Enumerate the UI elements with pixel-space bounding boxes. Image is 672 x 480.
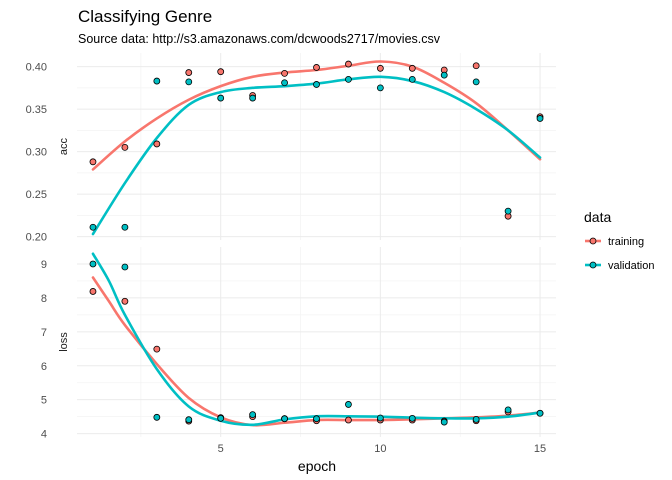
y-tick-label: 9: [41, 259, 47, 271]
point-validation: [345, 75, 352, 83]
facet-label-acc: acc: [58, 137, 70, 155]
legend-label-validation: validation: [608, 260, 654, 272]
x-axis-title: epoch: [298, 458, 336, 474]
facet-label-loss: loss: [58, 332, 70, 352]
point-training: [185, 69, 193, 76]
legend-item-validation: validation: [585, 260, 654, 272]
point-validation: [472, 415, 480, 423]
point-training: [408, 64, 416, 72]
legend-label-training: training: [608, 236, 644, 248]
point-validation: [249, 411, 257, 419]
point-validation: [249, 94, 257, 102]
point-training: [121, 297, 129, 305]
point-validation: [185, 78, 193, 86]
y-tick-label: 0.20: [26, 232, 47, 244]
point-validation: [89, 223, 97, 231]
point-validation: [313, 415, 320, 423]
x-tick-label: 5: [218, 443, 224, 455]
point-training: [153, 140, 161, 148]
point-validation: [440, 71, 448, 79]
point-validation: [217, 94, 225, 102]
chart-title: Classifying Genre: [78, 7, 212, 26]
point-validation: [281, 415, 288, 423]
y-tick-label: 5: [41, 395, 47, 407]
point-training: [281, 70, 288, 77]
point-validation: [121, 263, 129, 271]
point-validation: [376, 414, 384, 422]
point-validation: [408, 414, 416, 422]
x-tick-label: 15: [534, 443, 546, 455]
point-training: [472, 62, 480, 70]
y-tick-label: 4: [41, 429, 47, 441]
smooth-line-training: [91, 276, 542, 427]
point-validation: [89, 260, 97, 268]
smooth-line-validation: [91, 252, 542, 427]
facet-loss: 4 5 6 7 8 9 loss: [41, 247, 556, 441]
point-validation: [281, 79, 288, 87]
chart-subtitle: Source data: http://s3.amazonaws.com/dcw…: [78, 32, 441, 46]
point-training: [345, 60, 352, 68]
legend-point-training: [589, 237, 597, 245]
point-validation: [153, 413, 161, 421]
point-validation: [472, 78, 480, 86]
point-training: [217, 68, 225, 76]
y-tick-label: 7: [41, 327, 47, 339]
point-validation: [376, 84, 384, 92]
y-tick-label: 0.40: [26, 62, 47, 74]
point-validation: [440, 418, 448, 426]
legend: data training validation: [584, 209, 654, 272]
y-tick-label: 8: [41, 293, 47, 305]
legend-title: data: [584, 209, 611, 225]
point-training: [376, 64, 384, 72]
x-tick-label: 10: [374, 443, 386, 455]
point-validation: [536, 115, 544, 122]
y-tick-label: 0.30: [26, 147, 47, 159]
smooth-line-training: [91, 60, 542, 171]
point-training: [121, 143, 129, 151]
y-tick-label: 6: [41, 361, 47, 373]
point-training: [89, 288, 97, 295]
point-validation: [121, 223, 129, 231]
point-validation: [185, 416, 193, 424]
point-validation: [153, 77, 161, 85]
point-validation: [504, 207, 512, 215]
y-tick-label: 0.25: [26, 189, 47, 201]
legend-item-training: training: [585, 236, 644, 248]
point-training: [313, 64, 320, 71]
point-training: [89, 158, 97, 166]
point-validation: [313, 81, 320, 88]
legend-point-validation: [589, 261, 597, 269]
point-validation: [504, 406, 512, 414]
point-training: [153, 345, 161, 353]
facet-acc: 0.20 0.25 0.30 0.35 0.40 acc: [26, 53, 556, 244]
point-validation: [345, 401, 352, 408]
point-validation: [408, 75, 416, 83]
point-validation: [536, 409, 544, 417]
point-validation: [217, 414, 225, 422]
point-training: [345, 416, 352, 424]
y-tick-label: 0.35: [26, 104, 47, 116]
